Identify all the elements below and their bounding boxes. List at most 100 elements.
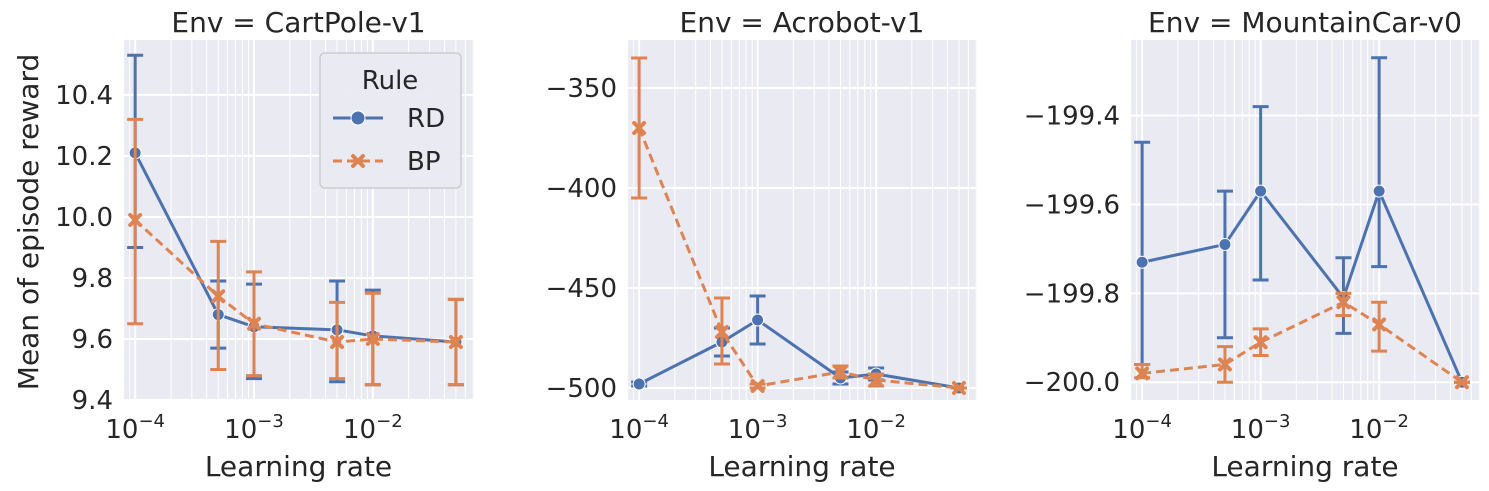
legend-marker-circle	[350, 110, 366, 126]
x-tick-label: 10−4	[1112, 411, 1172, 445]
legend-marker-x	[351, 154, 365, 168]
data-point-x	[211, 289, 226, 304]
error-bar	[1216, 189, 1233, 340]
series-BP	[127, 117, 464, 387]
panel-title: Env = Acrobot-v1	[680, 6, 925, 39]
y-tick-label: 10.2	[55, 142, 113, 172]
series-BP	[631, 56, 967, 395]
data-point-x	[951, 381, 966, 395]
y-tick-label: −199.6	[1024, 190, 1120, 220]
x-tick-label: 10−4	[609, 411, 669, 445]
data-point-circle	[1254, 184, 1268, 198]
legend-label: RD	[407, 104, 445, 134]
series-line	[637, 127, 960, 390]
series-BP	[1134, 291, 1470, 390]
legend-title: Rule	[362, 66, 419, 96]
y-tick-label: −350	[546, 74, 617, 104]
x-tick-exponent: −2	[376, 411, 403, 432]
legend-label: BP	[407, 147, 441, 177]
data-point-x	[750, 379, 765, 393]
minor-gridlines	[1130, 40, 1480, 400]
x-tick-exponent: −3	[257, 411, 284, 432]
x-tick-exponent: −2	[879, 411, 906, 432]
legend-entry-RD: RD	[333, 104, 445, 134]
x-axis-label: Learning rate	[708, 450, 895, 483]
series-line	[134, 218, 456, 344]
data-point-circle	[751, 313, 765, 327]
x-tick-exponent: −3	[761, 411, 788, 432]
plot-background	[1130, 40, 1480, 400]
y-tick-label: −400	[546, 174, 617, 204]
data-point-x	[448, 335, 463, 350]
x-tick-exponent: −4	[1145, 411, 1172, 432]
series-line	[1141, 300, 1463, 384]
y-axis-label: Mean of episode reward	[12, 54, 45, 390]
y-tick-label: −199.4	[1024, 102, 1120, 132]
x-tick-exponent: −2	[1382, 411, 1409, 432]
data-point-x	[1454, 375, 1469, 390]
x-tick-base: 10	[846, 415, 879, 445]
data-point-x	[714, 325, 729, 339]
data-point-circle	[1135, 255, 1149, 269]
data-point-x	[1336, 295, 1351, 310]
y-tick-label: −500	[546, 374, 617, 404]
x-tick-base: 10	[105, 415, 138, 445]
data-point-x	[1253, 335, 1268, 350]
y-tick-label: −200.0	[1024, 368, 1120, 398]
data-point-x	[1372, 317, 1387, 332]
panel-title: Env = MountainCar-v0	[1148, 6, 1462, 39]
y-tick-label: −450	[546, 274, 617, 304]
y-tick-label: 9.4	[72, 386, 113, 416]
panel-3: 10−4 10−3 10−2−200.0−199.8−199.6−199.4Env …	[1024, 6, 1480, 483]
legend-entry-BP: BP	[333, 147, 441, 177]
x-tick-label: 10−3	[728, 411, 788, 445]
series-line	[133, 152, 457, 344]
error-bar	[210, 239, 227, 371]
data-point-circle	[1218, 237, 1232, 251]
x-tick-exponent: −4	[642, 411, 669, 432]
plot-background	[627, 40, 977, 400]
x-tick-label: 10−2	[343, 411, 403, 445]
data-point-x	[833, 365, 848, 379]
series-line	[638, 318, 960, 390]
data-point-circle	[1372, 184, 1386, 198]
data-point-x	[1135, 366, 1150, 381]
x-tick-base: 10	[728, 415, 761, 445]
x-tick-label: 10−2	[1349, 411, 1409, 445]
x-tick-base: 10	[1231, 415, 1264, 445]
y-tick-label: −199.8	[1024, 279, 1120, 309]
x-tick-base: 10	[224, 415, 257, 445]
panel-title: Env = CartPole-v1	[171, 6, 425, 39]
y-tick-label: 9.6	[72, 325, 113, 355]
data-point-x	[869, 373, 884, 387]
data-point-x	[247, 316, 262, 331]
y-tick-label: 10.0	[55, 203, 113, 233]
x-axis-label: Learning rate	[205, 450, 392, 483]
x-tick-base: 10	[343, 415, 376, 445]
data-point-circle	[632, 377, 646, 391]
x-tick-exponent: −4	[138, 411, 165, 432]
error-bar	[1371, 56, 1388, 269]
x-tick-base: 10	[1349, 415, 1382, 445]
x-axis-label: Learning rate	[1211, 450, 1398, 483]
series-line	[1141, 189, 1464, 383]
x-tick-exponent: −3	[1264, 411, 1291, 432]
x-tick-label: 10−2	[846, 411, 906, 445]
x-tick-label: 10−3	[224, 411, 284, 445]
legend: Rule RD BP	[319, 52, 462, 189]
data-point-x	[365, 331, 380, 346]
legend-box	[319, 52, 462, 189]
x-tick-base: 10	[609, 415, 642, 445]
data-point-x	[128, 213, 143, 227]
y-tick-label: 10.4	[55, 81, 113, 111]
x-tick-label: 10−4	[105, 411, 165, 445]
data-point-x	[1217, 357, 1232, 372]
y-tick-label: 9.8	[72, 264, 113, 294]
data-point-x	[632, 121, 647, 135]
data-point-x	[330, 335, 345, 350]
x-tick-base: 10	[1112, 415, 1145, 445]
x-tick-label: 10−3	[1231, 411, 1291, 445]
